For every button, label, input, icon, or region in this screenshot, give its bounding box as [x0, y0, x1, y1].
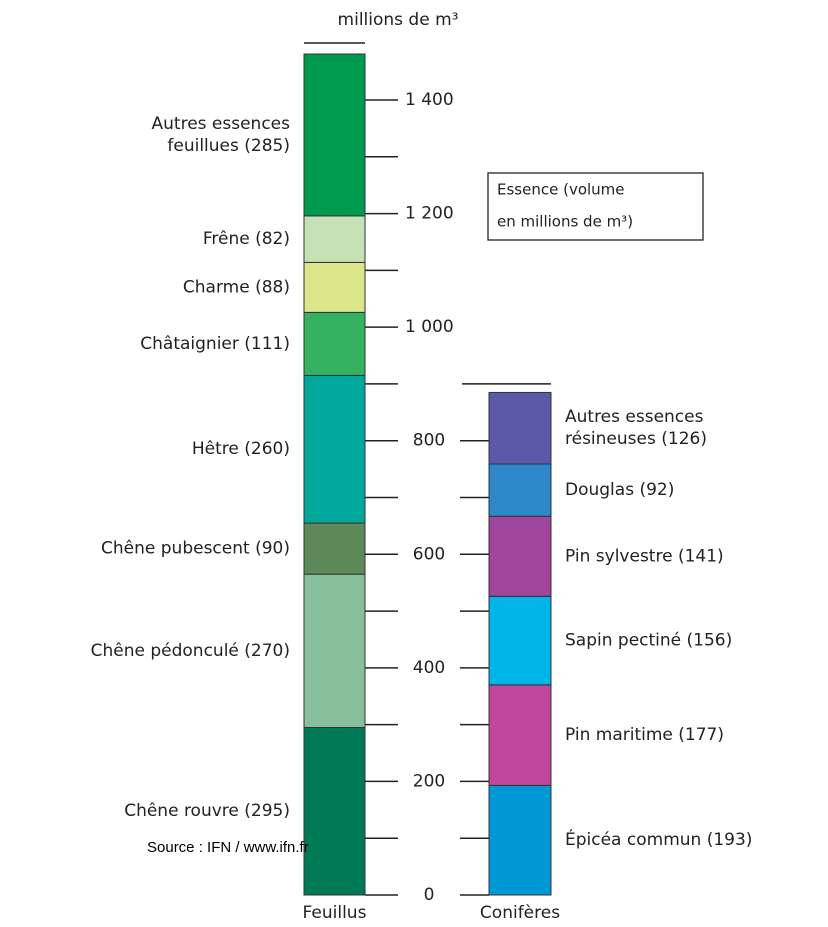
- category-label: Sapin pectiné: [565, 631, 681, 651]
- y-tick-label: 200: [413, 771, 445, 791]
- segment-label: Charme (88): [183, 277, 290, 297]
- value-label: (92): [639, 480, 674, 500]
- y-tick-label: 400: [413, 658, 445, 678]
- source: Source : IFN / www.ifn.fr: [147, 839, 309, 856]
- segment: [488, 391, 552, 465]
- y-tick-label: 1 000: [405, 317, 454, 337]
- segment-label: Pin sylvestre (141): [565, 546, 724, 566]
- segment-label: Pin maritime (177): [565, 725, 724, 745]
- stack-label: Conifères: [480, 903, 560, 923]
- category-label: Hêtre: [192, 439, 239, 459]
- y-tick-label: 600: [413, 544, 445, 564]
- segment-label: Hêtre (260): [192, 439, 290, 459]
- value-label: (90): [255, 539, 290, 559]
- axis-label: millions de m³: [338, 10, 459, 30]
- value-label: (295): [244, 801, 290, 821]
- segment-label: Chêne rouvre (295): [124, 801, 290, 821]
- segment-label: Chêne pubescent (90): [101, 539, 290, 559]
- segment: [488, 684, 552, 786]
- value-label: (156): [687, 631, 733, 651]
- value-label: (88): [255, 277, 290, 297]
- value-label: (141): [678, 546, 724, 566]
- segment: [488, 784, 552, 896]
- segment: [303, 374, 366, 524]
- segment-label: Douglas (92): [565, 480, 674, 500]
- category-label: Autres essences: [565, 407, 704, 427]
- value-label: (193): [707, 830, 753, 850]
- y-tick-label: 1 400: [405, 90, 454, 110]
- segment-label: Autres essences feuillues (285): [152, 114, 291, 156]
- value-label: (111): [244, 334, 290, 354]
- y-tick-label: 1 200: [405, 204, 454, 224]
- legend-note: en millions de m³): [497, 213, 633, 231]
- segment-label: Châtaignier (111): [140, 334, 290, 354]
- category-label: Épicéa commun: [565, 828, 701, 850]
- segment-label: Autres essences résineuses (126): [565, 407, 707, 449]
- y-tick-label: 0: [424, 885, 435, 905]
- segment: [303, 215, 366, 263]
- segment-label: Frêne (82): [203, 229, 290, 249]
- value-label: (82): [255, 229, 290, 249]
- category-label: Chêne rouvre: [124, 801, 239, 821]
- category-label: Chêne pédonculé: [91, 641, 239, 661]
- segment: [303, 311, 366, 376]
- value-label: (260): [244, 439, 290, 459]
- category-label: Chêne pubescent: [101, 539, 250, 559]
- value-label: (270): [244, 641, 290, 661]
- category-label: résineuses: [565, 429, 656, 449]
- segment: [303, 261, 366, 313]
- value-label: (285): [244, 136, 290, 156]
- segment-label: Épicéa commun (193): [565, 828, 752, 850]
- category-label: Charme: [183, 277, 250, 297]
- segment: [303, 726, 366, 896]
- category-label: Pin sylvestre: [565, 546, 673, 566]
- value-label: (177): [678, 725, 724, 745]
- segment: [303, 522, 366, 575]
- category-label: Pin maritime: [565, 725, 673, 745]
- category-label: Douglas: [565, 480, 634, 500]
- segment-label: Sapin pectiné (156): [565, 631, 732, 651]
- segment-label: Chêne pédonculé (270): [91, 641, 290, 661]
- segment: [488, 595, 552, 686]
- legend-note: Essence (volume: [497, 181, 625, 199]
- segment: [488, 463, 552, 517]
- category-label: Autres essences: [152, 114, 291, 134]
- segment: [303, 573, 366, 728]
- segment: [303, 53, 366, 217]
- stack-label: Feuillus: [303, 903, 367, 923]
- segment: [488, 515, 552, 597]
- category-label: feuillues: [167, 136, 239, 156]
- category-label: Frêne: [203, 229, 250, 249]
- category-label: Châtaignier: [140, 334, 239, 354]
- value-label: (126): [661, 429, 707, 449]
- y-tick-label: 800: [413, 431, 445, 451]
- legend-box: [487, 172, 704, 241]
